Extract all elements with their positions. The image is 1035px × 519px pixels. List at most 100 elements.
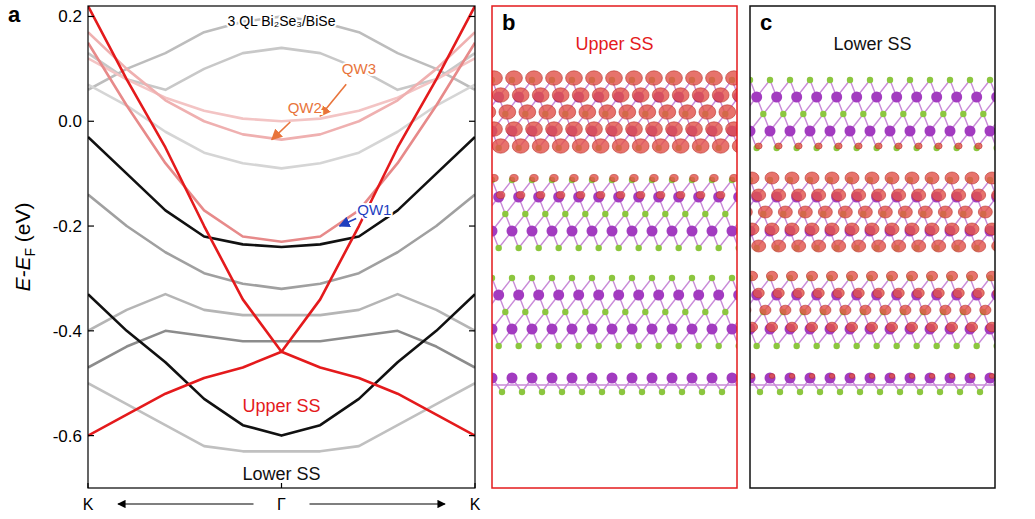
charge-density: [852, 240, 866, 252]
direction-arrow: [118, 503, 254, 504]
se-atom: [980, 111, 986, 117]
bi-atom: [845, 126, 856, 137]
se-atom: [635, 245, 641, 251]
charge-density: [492, 122, 502, 136]
charge-density: [806, 271, 817, 281]
se-atom: [877, 389, 883, 395]
y-tick: [88, 435, 94, 436]
charge-density: [818, 206, 832, 218]
bi-atom: [765, 373, 776, 384]
charge-density: [913, 288, 924, 298]
se-atom: [867, 77, 873, 83]
bi-atom: [785, 373, 796, 384]
se-atom: [519, 389, 525, 395]
se-atom: [589, 275, 595, 281]
bi-atom: [905, 373, 916, 384]
bi-atom: [567, 373, 578, 384]
se-atom: [522, 211, 528, 217]
band: [88, 43, 475, 242]
charge-density: [825, 223, 839, 235]
charge-density: [536, 191, 544, 198]
charge-density: [858, 206, 872, 218]
annotation-arrow: [320, 84, 346, 116]
se-atom: [940, 111, 946, 117]
se-atom: [793, 343, 799, 349]
charge-density: [915, 143, 922, 149]
y-tick-label: -0.2: [53, 217, 82, 236]
se-atom: [853, 343, 859, 349]
band: [88, 331, 475, 368]
bond: [750, 384, 995, 385]
bi-atom: [533, 192, 544, 203]
se-atom: [579, 389, 585, 395]
charge-density: [592, 139, 609, 153]
charge-density: [599, 105, 616, 119]
charge-density: [805, 223, 819, 235]
charge-density: [965, 223, 979, 235]
charge-density: [539, 105, 556, 119]
bi-atom: [667, 324, 678, 335]
charge-density: [726, 122, 737, 136]
charge-density: [626, 71, 643, 85]
bi-atom: [750, 126, 756, 137]
se-atom: [659, 389, 665, 395]
charge-density: [499, 105, 516, 119]
y-tick: [469, 435, 475, 436]
charge-density: [898, 206, 912, 218]
bi-atom: [627, 324, 638, 335]
se-atom: [495, 343, 501, 349]
x-tick: [474, 483, 475, 488]
se-atom: [907, 77, 913, 83]
charge-density: [559, 105, 576, 119]
charge-density: [865, 172, 879, 184]
charge-density: [686, 122, 703, 136]
se-atom: [689, 275, 695, 281]
se-atom: [609, 275, 615, 281]
se-atom: [642, 309, 648, 315]
charge-density: [586, 71, 603, 85]
charge-density: [492, 71, 502, 85]
atomic-structure: [492, 6, 737, 488]
charge-density: [512, 139, 529, 153]
se-atom: [937, 389, 943, 395]
charge-density: [676, 191, 684, 198]
charge-density: [953, 288, 964, 298]
charge-density: [492, 88, 509, 102]
bond: [492, 384, 737, 385]
bi-atom: [811, 92, 822, 103]
annotation: QW1: [357, 201, 391, 218]
charge-density: [750, 223, 759, 235]
charge-density: [686, 71, 703, 85]
charge-density: [626, 122, 643, 136]
charge-density: [809, 374, 815, 379]
bi-atom: [527, 373, 538, 384]
y-axis-title-part: E-E: [11, 256, 34, 292]
bi-atom: [687, 226, 698, 237]
se-atom: [722, 211, 728, 217]
panel-title: Upper SS: [575, 34, 653, 54]
bi-atom: [607, 226, 618, 237]
charge-density: [646, 71, 663, 85]
charge-density: [492, 174, 498, 181]
se-atom: [569, 275, 575, 281]
charge-density: [636, 191, 644, 198]
charge-density: [886, 322, 897, 332]
charge-density: [506, 71, 523, 85]
charge-density: [719, 105, 736, 119]
se-atom: [757, 389, 763, 395]
annotation-arrow: [272, 122, 290, 140]
charge-density: [769, 374, 775, 379]
bi-atom: [865, 126, 876, 137]
se-atom: [820, 111, 826, 117]
y-axis-title-part: (eV): [11, 202, 34, 248]
charge-density: [775, 143, 782, 149]
charge-density: [639, 105, 656, 119]
charge-density: [606, 122, 623, 136]
se-atom: [777, 389, 783, 395]
se-atom: [760, 111, 766, 117]
band: [88, 294, 475, 435]
bi-atom: [985, 126, 996, 137]
bi-atom: [493, 290, 504, 301]
se-atom: [873, 343, 879, 349]
bi-atom: [527, 324, 538, 335]
